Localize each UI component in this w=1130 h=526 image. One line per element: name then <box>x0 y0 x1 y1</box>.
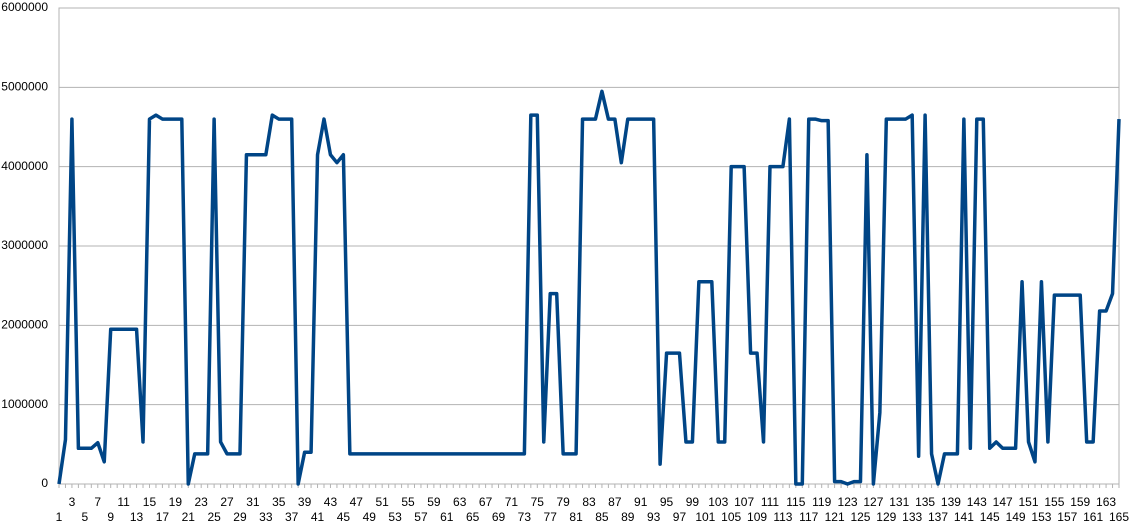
y-tick-label: 4000000 <box>1 159 48 173</box>
x-tick-label: 111 <box>761 495 780 509</box>
x-tick-label: 113 <box>773 510 792 524</box>
x-tick-label: 151 <box>1018 495 1038 509</box>
x-tick-label: 75 <box>531 495 545 509</box>
x-tick-label: 13 <box>130 510 144 524</box>
x-tick-label: 161 <box>1083 510 1103 524</box>
x-tick-label: 35 <box>272 495 286 509</box>
y-tick-label: 5000000 <box>1 80 48 94</box>
x-tick-label: 29 <box>233 510 247 524</box>
x-tick-label: 67 <box>479 495 493 509</box>
x-tick-label: 23 <box>195 495 209 509</box>
x-tick-label: 163 <box>1096 495 1116 509</box>
x-tick-label: 71 <box>505 495 519 509</box>
x-tick-label: 153 <box>1031 510 1051 524</box>
x-tick-label: 73 <box>518 510 532 524</box>
x-tick-label: 43 <box>324 495 338 509</box>
x-tick-label: 79 <box>556 495 570 509</box>
x-tick-label: 1 <box>56 510 63 524</box>
x-tick-label: 159 <box>1070 495 1090 509</box>
data-line <box>57 89 1121 486</box>
x-tick-label: 143 <box>967 495 987 509</box>
x-tick-label: 99 <box>686 495 700 509</box>
x-tick-label: 51 <box>375 495 389 509</box>
x-tick-label: 65 <box>466 510 480 524</box>
x-tick-label: 37 <box>285 510 299 524</box>
x-tick-label: 145 <box>980 510 1000 524</box>
y-tick-label: 2000000 <box>1 318 48 332</box>
x-tick-label: 109 <box>747 510 767 524</box>
x-tick-label: 77 <box>544 510 558 524</box>
x-tick-label: 131 <box>889 495 909 509</box>
x-tick-label: 91 <box>634 495 648 509</box>
x-tick-label: 107 <box>734 495 754 509</box>
x-tick-label: 89 <box>621 510 635 524</box>
x-tick-label: 141 <box>954 510 974 524</box>
x-tick-label: 19 <box>169 495 183 509</box>
x-tick-label: 5 <box>82 510 89 524</box>
x-tick-label: 149 <box>1006 510 1026 524</box>
x-tick-label: 85 <box>595 510 609 524</box>
x-tick-label: 25 <box>207 510 221 524</box>
x-tick-label: 53 <box>388 510 402 524</box>
x-tick-label: 21 <box>182 510 196 524</box>
x-tick-label: 47 <box>350 495 364 509</box>
x-tick-label: 31 <box>246 495 260 509</box>
x-tick-label: 59 <box>427 495 441 509</box>
x-tick-label: 103 <box>708 495 728 509</box>
x-tick-label: 7 <box>94 495 101 509</box>
x-tick-label: 105 <box>721 510 741 524</box>
x-tick-label: 139 <box>941 495 961 509</box>
x-tick-label: 3 <box>69 495 76 509</box>
x-tick-label: 11 <box>117 495 130 509</box>
x-tick-label: 61 <box>440 510 454 524</box>
y-tick-label: 0 <box>41 476 48 490</box>
x-tick-label: 127 <box>863 495 883 509</box>
x-tick-label: 33 <box>259 510 273 524</box>
x-tick-label: 39 <box>298 495 312 509</box>
x-tick-label: 57 <box>414 510 428 524</box>
x-tick-label: 135 <box>915 495 935 509</box>
x-tick-label: 123 <box>838 495 858 509</box>
x-tick-label: 55 <box>401 495 415 509</box>
y-tick-label: 3000000 <box>1 238 48 252</box>
x-tick-label: 117 <box>799 510 818 524</box>
x-tick-label: 115 <box>786 495 805 509</box>
x-tick-label: 155 <box>1044 495 1064 509</box>
x-tick-label: 41 <box>311 510 325 524</box>
x-tick-label: 137 <box>928 510 948 524</box>
x-tick-label: 49 <box>363 510 377 524</box>
x-tick-label: 157 <box>1057 510 1077 524</box>
x-tick-label: 133 <box>902 510 922 524</box>
x-tick-label: 101 <box>695 510 715 524</box>
x-tick-label: 165 <box>1109 510 1129 524</box>
x-tick-label: 83 <box>582 495 596 509</box>
y-tick-label: 1000000 <box>1 397 48 411</box>
x-tick-label: 93 <box>647 510 661 524</box>
x-tick-label: 97 <box>673 510 687 524</box>
x-tick-label: 17 <box>156 510 170 524</box>
x-tick-label: 119 <box>812 495 831 509</box>
x-tick-label: 9 <box>107 510 114 524</box>
x-tick-label: 45 <box>337 510 351 524</box>
x-tick-label: 129 <box>876 510 896 524</box>
x-tick-label: 81 <box>569 510 583 524</box>
y-tick-label: 6000000 <box>1 0 48 14</box>
x-tick-label: 125 <box>850 510 870 524</box>
x-tick-label: 15 <box>143 495 157 509</box>
x-tick-label: 121 <box>825 510 845 524</box>
x-tick-label: 63 <box>453 495 467 509</box>
x-tick-label: 27 <box>220 495 234 509</box>
x-tick-label: 95 <box>660 495 674 509</box>
x-tick-label: 87 <box>608 495 622 509</box>
x-tick-label: 147 <box>993 495 1013 509</box>
x-tick-label: 69 <box>492 510 506 524</box>
